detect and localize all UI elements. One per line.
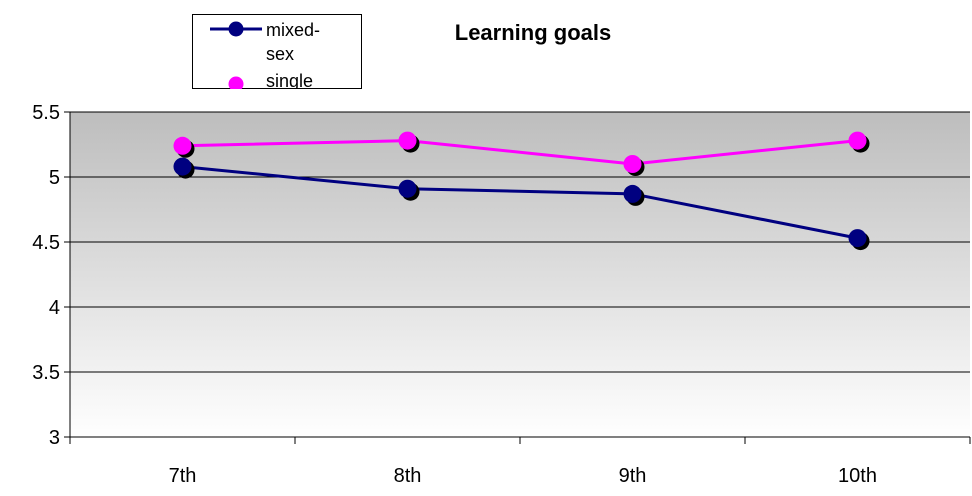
legend-label-mixed-sex-line1: mixed-: [266, 20, 320, 40]
x-tick-label: 8th: [394, 465, 422, 487]
chart-title: Learning goals: [455, 20, 611, 45]
y-tick-labels: 3 3.5 4 4.5 5 5.5: [32, 102, 60, 449]
data-point-mixed-sex: [398, 179, 417, 198]
data-point-mixed-sex: [848, 229, 867, 248]
legend: mixed- sex single: [192, 14, 362, 91]
x-tick-label: 9th: [619, 465, 647, 487]
y-tick-label: 3: [49, 427, 60, 449]
series-single: [173, 131, 870, 176]
legend-box: [192, 14, 362, 89]
x-tick-label: 10th: [838, 465, 877, 487]
data-point-single: [173, 136, 192, 155]
data-point-mixed-sex: [623, 184, 642, 203]
series-line-mixed-sex: [182, 165, 858, 240]
legend-label-single: single: [266, 71, 313, 91]
data-point-single: [848, 131, 867, 150]
x-tick-labels: 7th 8th 9th 10th: [169, 465, 877, 487]
plot-area: [70, 112, 970, 437]
x-tick-label: 7th: [169, 465, 197, 487]
y-tick-label: 3.5: [32, 362, 60, 384]
y-tick-label: 4.5: [32, 232, 60, 254]
axes: [69, 112, 971, 444]
data-point-mixed-sex: [173, 157, 192, 176]
series-layer: [173, 131, 870, 251]
data-point-single: [623, 155, 642, 173]
gridlines: [64, 111, 970, 438]
legend-marker-mixed-sex: [228, 21, 244, 37]
y-tick-label: 5.5: [32, 102, 60, 124]
legend-marker-single: [228, 76, 244, 89]
y-tick-label: 4: [49, 297, 60, 319]
series-line-single: [182, 139, 858, 166]
series-mixed-sex: [173, 157, 870, 251]
data-point-single: [398, 131, 417, 150]
y-tick-label: 5: [49, 167, 60, 189]
legend-label-mixed-sex-line2: sex: [266, 44, 294, 64]
